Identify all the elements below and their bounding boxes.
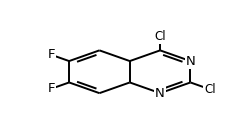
Text: N: N <box>155 87 164 100</box>
Text: N: N <box>185 55 194 68</box>
Text: F: F <box>47 48 55 61</box>
Text: F: F <box>47 82 55 95</box>
Text: Cl: Cl <box>154 30 165 43</box>
Text: Cl: Cl <box>203 83 215 96</box>
